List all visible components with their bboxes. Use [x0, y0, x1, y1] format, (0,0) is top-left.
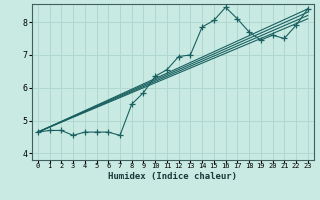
X-axis label: Humidex (Indice chaleur): Humidex (Indice chaleur) [108, 172, 237, 181]
